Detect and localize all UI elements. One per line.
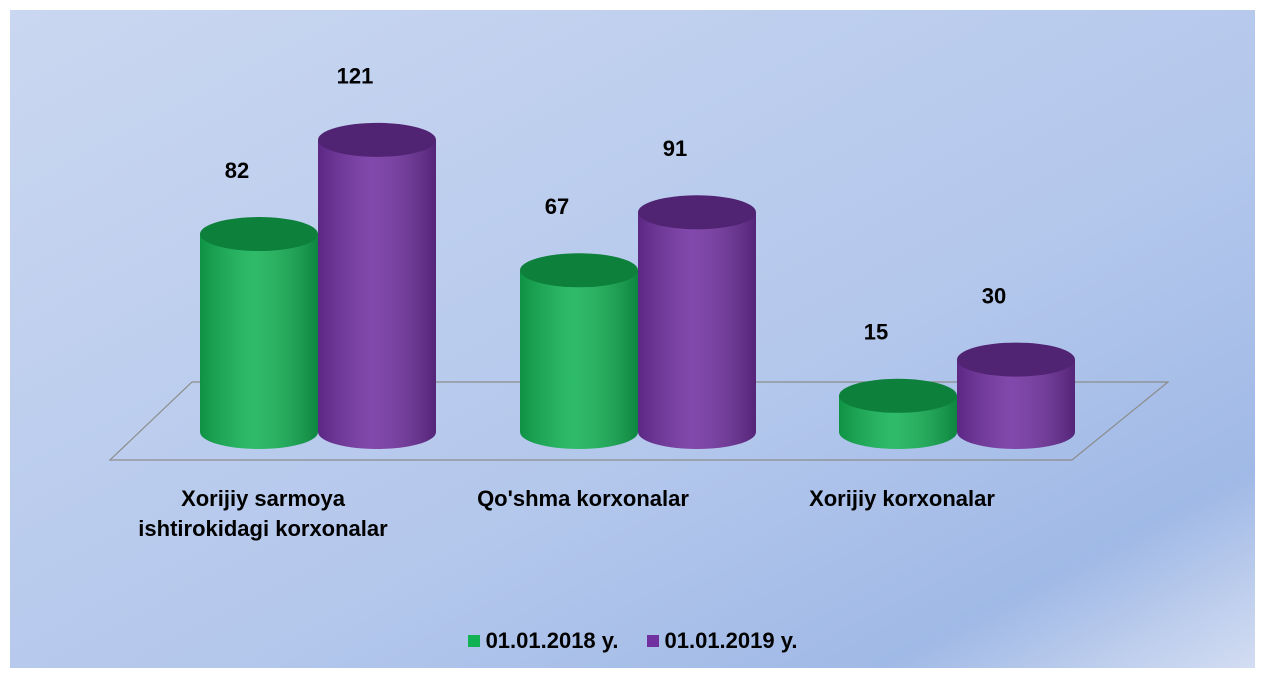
cylinder-top (839, 378, 957, 413)
legend-label: 01.01.2018 y. (485, 628, 619, 653)
cylinder-shade (638, 212, 756, 449)
data-label: 67 (545, 194, 569, 219)
cylinder-shade (318, 139, 436, 449)
legend-swatch (467, 635, 480, 647)
cylinder-top (200, 217, 318, 252)
data-label: 82 (225, 158, 249, 183)
cylinder-top (638, 195, 756, 230)
legend-label: 01.01.2019 y. (664, 628, 798, 653)
legend-swatch (646, 635, 659, 647)
data-label: 30 (982, 283, 1006, 308)
cylinder-top (520, 253, 638, 288)
data-label: 15 (864, 320, 888, 345)
cylinder-shade (957, 359, 1075, 449)
cylinder-shade (520, 270, 638, 449)
data-label: 121 (337, 64, 374, 89)
cylinder-shade (200, 234, 318, 449)
legend-item: 01.01.2018 y. (467, 628, 619, 654)
legend-item: 01.01.2019 y. (646, 628, 798, 654)
floor (108, 381, 1170, 461)
legend: 01.01.2018 y. 01.01.2019 y. (0, 628, 1265, 654)
cylinder-top (957, 342, 1075, 377)
x-tick-label: Qo'shma korxonalar (477, 486, 689, 511)
x-tick-label: Xorijiy sarmoya ishtirokidagi korxonalar (138, 486, 388, 541)
x-tick-label: Xorijiy korxonalar (809, 486, 995, 511)
cylinder-top (318, 122, 436, 157)
data-label: 91 (663, 136, 687, 161)
